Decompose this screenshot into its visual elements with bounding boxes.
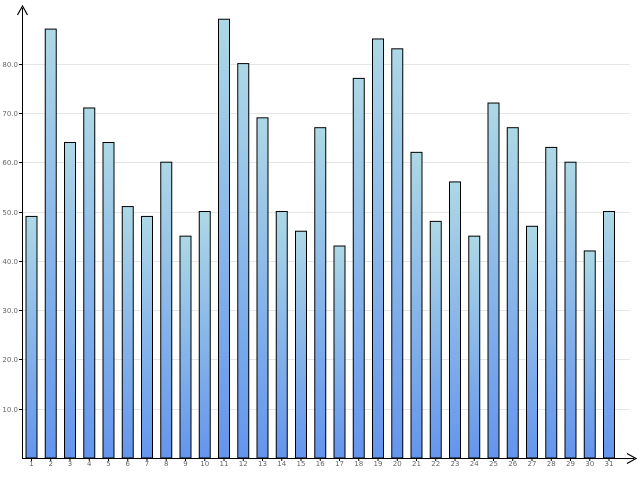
x-tick-label: 1	[29, 460, 33, 468]
bar	[506, 127, 519, 459]
x-tick-label: 28	[547, 460, 556, 468]
x-tick-label: 7	[145, 460, 149, 468]
y-axis-ticks: 10.0 20.0 30.0 40.0 50.0 60.0 70.0 80.0	[2, 61, 22, 414]
y-tick-label: 80.0	[2, 61, 18, 69]
bar	[121, 206, 134, 459]
x-tick-label: 18	[354, 460, 363, 468]
bar	[198, 211, 211, 459]
y-tick-label: 10.0	[2, 406, 18, 414]
bar	[160, 161, 173, 459]
bar	[391, 48, 404, 459]
x-tick-label: 23	[451, 460, 460, 468]
bar	[64, 141, 76, 459]
bar	[102, 141, 115, 459]
x-axis-ticks: 1 2 3 4 5 6 7 8 9 10 11 12 13 14 15 16 17 18 19 20 21 22 23 24 2…	[29, 458, 613, 468]
x-tick-label: 29	[566, 460, 575, 468]
bar	[333, 245, 346, 459]
y-tick-label: 30.0	[2, 307, 18, 315]
x-tick-label: 5	[106, 460, 110, 468]
bar	[83, 107, 96, 459]
x-tick-label: 2	[49, 460, 53, 468]
y-tick-label: 40.0	[2, 258, 18, 266]
bar	[545, 146, 558, 459]
x-axis-arrow	[626, 452, 638, 465]
y-tick-label: 70.0	[2, 110, 18, 118]
bar	[410, 151, 423, 459]
bar	[603, 211, 615, 459]
bar	[218, 18, 230, 459]
y-tick-label: 60.0	[2, 159, 18, 167]
x-tick-label: 17	[335, 460, 344, 468]
x-tick-label: 13	[258, 460, 267, 468]
bar	[449, 181, 461, 459]
bar	[237, 63, 250, 459]
bar	[314, 127, 327, 459]
x-tick-label: 10	[200, 460, 209, 468]
bar	[487, 102, 500, 459]
x-tick-label: 9	[183, 460, 187, 468]
bar	[468, 235, 481, 459]
bar	[179, 235, 192, 459]
x-tick-label: 15	[297, 460, 306, 468]
x-tick-label: 6	[126, 460, 131, 468]
x-tick-label: 4	[87, 460, 92, 468]
bar	[141, 215, 153, 459]
bar	[295, 230, 307, 459]
x-tick-label: 16	[316, 460, 325, 468]
x-tick-label: 8	[164, 460, 168, 468]
x-tick-label: 30	[585, 460, 594, 468]
x-tick-label: 27	[528, 460, 537, 468]
x-tick-label: 21	[412, 460, 421, 468]
bar	[25, 215, 38, 459]
bar	[526, 225, 538, 459]
bar	[275, 211, 288, 459]
x-tick-label: 12	[239, 460, 248, 468]
axes	[16, 4, 638, 465]
x-tick-label: 19	[374, 460, 383, 468]
x-tick-label: 26	[508, 460, 517, 468]
y-tick-label: 20.0	[2, 356, 18, 364]
x-tick-label: 25	[489, 460, 498, 468]
bar	[372, 38, 384, 459]
x-tick-label: 11	[220, 460, 229, 468]
x-tick-label: 20	[393, 460, 402, 468]
bar	[429, 220, 442, 459]
x-tick-label: 3	[68, 460, 72, 468]
bar	[564, 161, 577, 459]
x-tick-label: 24	[470, 460, 479, 468]
x-tick-label: 14	[277, 460, 286, 468]
y-axis-arrow	[16, 4, 29, 16]
bar	[583, 250, 596, 459]
y-tick-label: 50.0	[2, 209, 18, 217]
bar	[352, 77, 365, 459]
x-tick-label: 31	[605, 460, 614, 468]
bar	[44, 28, 57, 459]
bars	[25, 18, 615, 459]
x-tick-label: 22	[431, 460, 440, 468]
bar	[256, 117, 269, 459]
